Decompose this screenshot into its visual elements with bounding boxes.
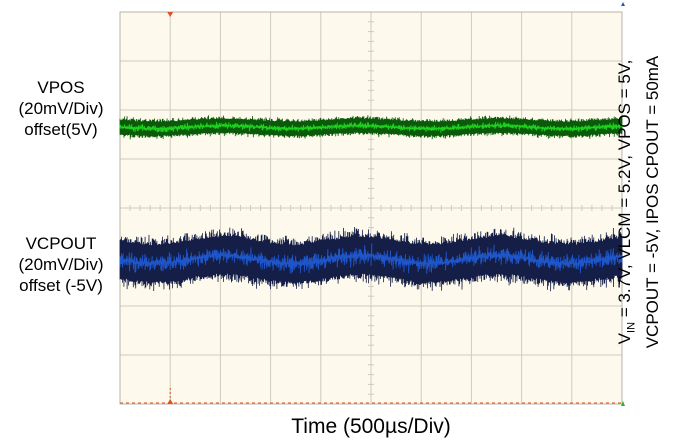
test-conditions: VIN = 3.7V, VLCM = 5.2V, VPOS = 5V, VCPO… bbox=[614, 2, 662, 402]
scope-markers bbox=[120, 2, 625, 406]
vcpout-label-name: VCPOUT bbox=[25, 234, 97, 253]
x-axis-title: Time (500µs/Div) bbox=[291, 415, 451, 438]
vcpout-channel-label: VCPOUT (20mV/Div) offset (-5V) bbox=[0, 233, 122, 296]
vpos-label-name: VPOS bbox=[37, 78, 85, 97]
vcpout-label-offset: offset (-5V) bbox=[19, 276, 103, 295]
channel-marker-blue bbox=[621, 2, 625, 6]
plot-frame bbox=[119, 11, 623, 405]
traces bbox=[119, 115, 623, 292]
conditions-line-2: VCPOUT = -5V, IPOS CPOUT = 50mA bbox=[643, 55, 663, 349]
vpos-label-offset: offset(5V) bbox=[24, 120, 98, 139]
channel-marker-green bbox=[621, 401, 625, 406]
vpos-channel-label: VPOS (20mV/Div) offset(5V) bbox=[0, 77, 122, 140]
trigger-marker-top bbox=[167, 12, 174, 17]
vcpout-trace-core bbox=[119, 243, 623, 274]
vpos-label-scale: (20mV/Div) bbox=[18, 99, 104, 118]
grid bbox=[119, 11, 623, 405]
conditions-line-1: VIN = 3.7V, VLCM = 5.2V, VPOS = 5V, bbox=[615, 59, 638, 345]
vcpout-label-scale: (20mV/Div) bbox=[18, 255, 104, 274]
vpos-trace-core bbox=[119, 121, 623, 133]
